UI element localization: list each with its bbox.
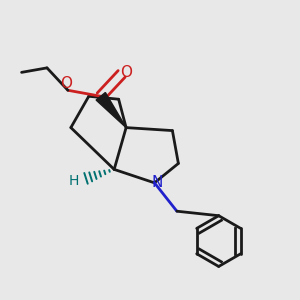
Text: O: O (60, 76, 72, 91)
Text: N: N (152, 175, 163, 190)
Polygon shape (96, 92, 126, 128)
Text: H: H (69, 174, 79, 188)
Text: O: O (120, 65, 132, 80)
